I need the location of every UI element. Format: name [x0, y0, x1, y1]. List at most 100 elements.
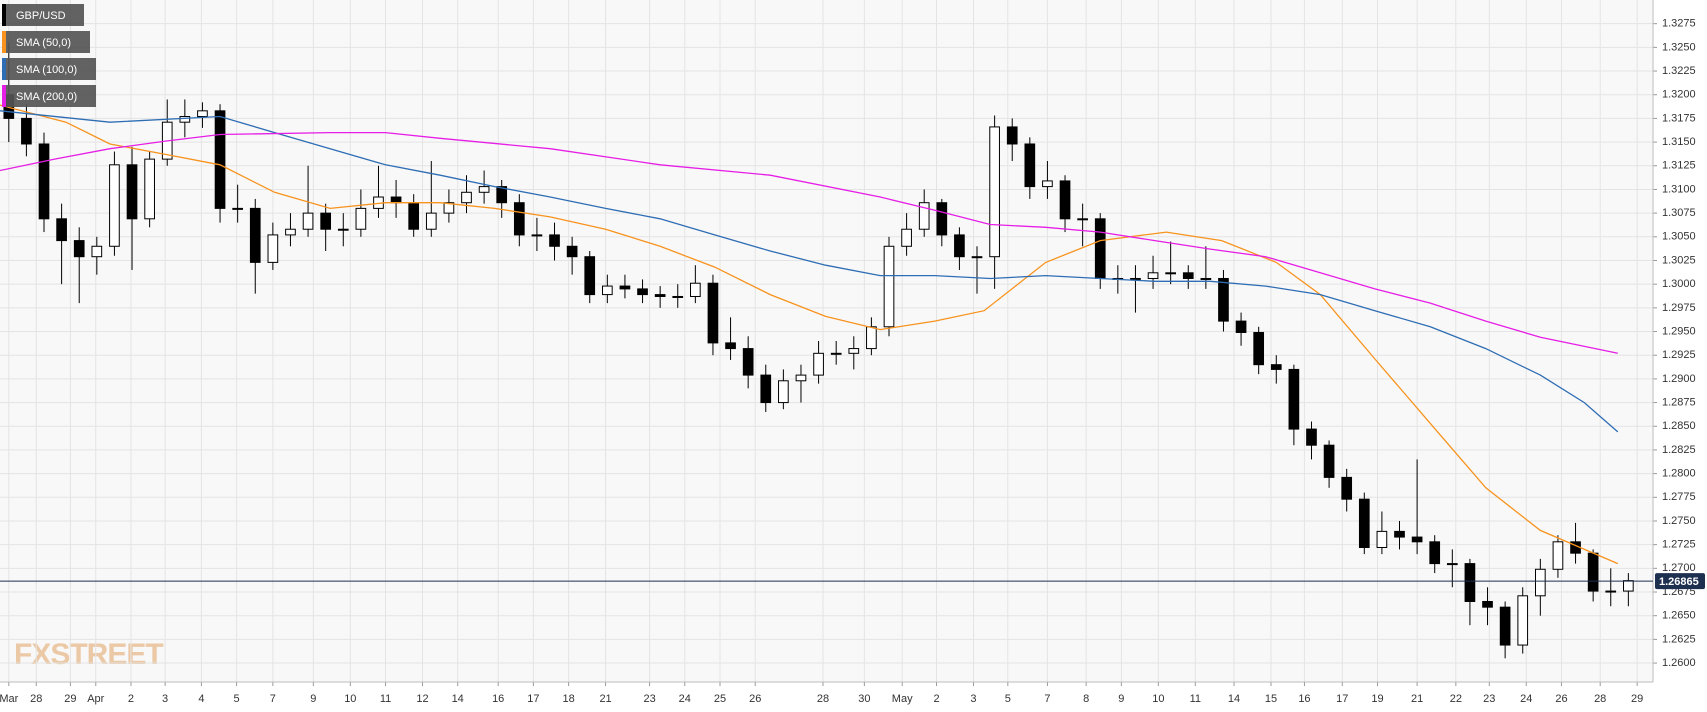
candle-body [1218, 277, 1229, 322]
candle-body [725, 342, 736, 350]
candle-body [1200, 277, 1212, 280]
x-tick-label: 12 [416, 693, 428, 705]
legend-swatch [2, 85, 6, 107]
y-tick-label: 1.3250 [1662, 41, 1696, 53]
x-tick-label: Apr [87, 693, 104, 705]
candle-body [109, 164, 120, 247]
candle-body [1499, 606, 1511, 646]
x-tick-label: 23 [1483, 693, 1495, 705]
candle-body [901, 228, 912, 247]
y-tick-label: 1.2875 [1662, 396, 1696, 408]
legend-box [2, 58, 96, 80]
x-tick-label: 14 [452, 693, 464, 705]
candle-body [1341, 476, 1353, 500]
candle-body [830, 352, 842, 355]
candle-body [760, 374, 772, 404]
candle-body [1006, 126, 1018, 145]
candle-body [531, 234, 543, 237]
candle-body [1024, 143, 1036, 188]
candle-body [443, 202, 455, 214]
candle-body [1517, 595, 1529, 646]
y-tick-label: 1.3225 [1662, 65, 1696, 77]
candle-body [1587, 552, 1599, 592]
candle-body [285, 228, 296, 236]
x-tick-label: 16 [1298, 693, 1310, 705]
x-tick-label: 30 [858, 693, 870, 705]
x-tick-label: 4 [198, 693, 204, 705]
x-tick-label: 15 [1265, 693, 1277, 705]
y-tick-label: 1.3075 [1662, 207, 1696, 219]
candle-body [1270, 364, 1282, 370]
candle-body [267, 234, 279, 263]
y-tick-label: 1.2650 [1662, 610, 1696, 622]
candle-body [584, 256, 596, 296]
x-tick-label: 28 [30, 693, 42, 705]
x-tick-label: 10 [1152, 693, 1164, 705]
y-tick-label: 1.3150 [1662, 136, 1696, 148]
y-tick-label: 1.2950 [1662, 325, 1696, 337]
candle-body [989, 126, 1000, 258]
y-tick-label: 1.3025 [1662, 254, 1696, 266]
y-tick-label: 1.3050 [1662, 231, 1696, 243]
candle-body [778, 380, 789, 404]
legend-label: SMA (100,0) [16, 64, 77, 76]
candle-body [637, 288, 648, 296]
candle-body [1464, 563, 1476, 602]
x-tick-label: 8 [1083, 693, 1089, 705]
candle-body [1235, 320, 1247, 333]
candle-body [1376, 530, 1388, 548]
x-tick-label: 3 [970, 693, 976, 705]
candle-body [1059, 180, 1071, 220]
x-tick-label: 21 [1411, 693, 1423, 705]
candle-body [144, 158, 155, 220]
x-tick-label: 17 [527, 693, 539, 705]
candle-body [1147, 272, 1159, 279]
x-tick-label: 17 [1336, 693, 1348, 705]
x-tick-label: 26 [1555, 693, 1567, 705]
candle-body [1094, 218, 1106, 279]
y-tick-label: 1.2850 [1662, 420, 1696, 432]
candle-body [1306, 428, 1317, 446]
candle-body [883, 245, 895, 328]
x-tick-label: May [892, 693, 913, 705]
candle-body [848, 348, 860, 354]
candle-body [1323, 444, 1335, 478]
candle-body [707, 282, 719, 344]
candle-body [232, 207, 243, 210]
candle-body [1042, 180, 1053, 188]
y-tick-label: 1.2900 [1662, 373, 1696, 385]
candle-body [672, 295, 684, 298]
watermark: FXSTREET [14, 638, 163, 671]
x-tick-label: 14 [1228, 693, 1240, 705]
x-tick-label: 23 [643, 693, 655, 705]
candle-body [197, 110, 208, 118]
candle-body [1288, 368, 1300, 430]
candle-body [320, 212, 332, 230]
candle-body [1394, 530, 1405, 538]
legend-swatch [2, 58, 6, 80]
x-tick-label: 2 [128, 693, 134, 705]
candle-body [1552, 541, 1564, 570]
candle-body [38, 143, 50, 220]
x-tick-label: 2 [933, 693, 939, 705]
candle-body [690, 282, 701, 297]
candle-body [496, 186, 508, 204]
y-tick-label: 1.3175 [1662, 112, 1696, 124]
current-price-box [1655, 573, 1705, 590]
x-tick-label: 28 [1594, 693, 1606, 705]
candle-body [390, 196, 402, 204]
candle-body [1077, 218, 1088, 221]
candle-body [566, 245, 578, 258]
sma-line [0, 110, 1619, 433]
x-tick-label: 18 [562, 693, 574, 705]
x-tick-label: 10 [344, 693, 356, 705]
y-tick-label: 1.2800 [1662, 468, 1696, 480]
candle-body [1446, 563, 1458, 566]
candle-body [214, 110, 226, 209]
x-tick-label: 25 [714, 693, 726, 705]
candle-body [813, 352, 824, 376]
current-price-label: 1.26865 [1659, 576, 1699, 588]
y-tick-label: 1.2825 [1662, 444, 1696, 456]
candle-body [918, 202, 930, 230]
